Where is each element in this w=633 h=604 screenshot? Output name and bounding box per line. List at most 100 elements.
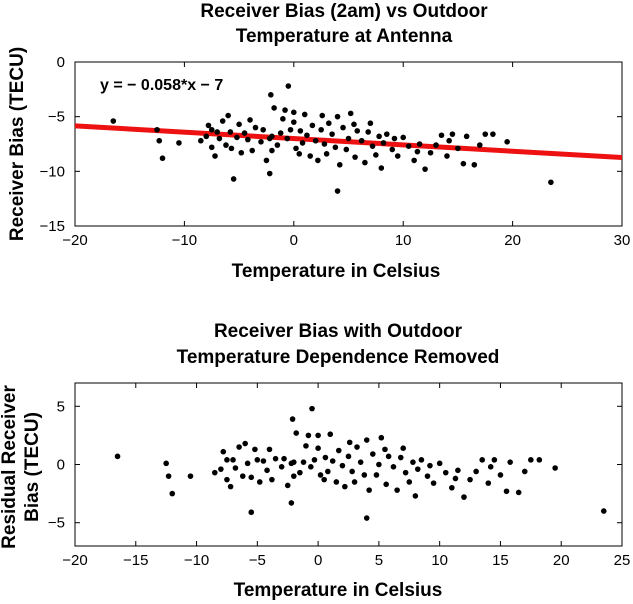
data-point xyxy=(411,157,417,164)
data-point xyxy=(315,445,321,452)
data-point xyxy=(363,515,370,521)
data-point xyxy=(304,132,310,139)
data-point xyxy=(242,440,248,447)
data-point xyxy=(163,460,169,467)
chart-top-ticks: −20 −10 0 10 20 30 −15 −10 −5 0 xyxy=(40,54,631,249)
data-point xyxy=(266,446,273,453)
data-point xyxy=(383,131,390,137)
data-point xyxy=(467,476,473,483)
data-point xyxy=(319,112,326,119)
data-point xyxy=(349,468,355,475)
chart-top-equation-annotation: y = − 0.058*x − 7 xyxy=(100,77,223,94)
data-point xyxy=(347,110,354,117)
data-point xyxy=(436,460,443,467)
chart-top: Receiver Bias (2am) vs Outdoor Temperatu… xyxy=(7,1,630,282)
data-point xyxy=(225,112,231,119)
data-point xyxy=(390,464,397,470)
data-point xyxy=(291,109,297,116)
data-point xyxy=(327,431,334,438)
data-point xyxy=(346,439,353,446)
data-point xyxy=(296,151,303,157)
data-point xyxy=(369,143,376,149)
data-point xyxy=(422,166,428,172)
chart-bottom-title-line-1: Receiver Bias with Outdoor xyxy=(214,321,463,342)
data-point xyxy=(410,459,416,465)
data-point xyxy=(373,472,380,478)
data-point xyxy=(248,474,255,481)
data-point xyxy=(301,111,308,118)
data-point xyxy=(236,444,242,450)
data-point xyxy=(362,159,368,166)
data-point xyxy=(323,151,330,157)
data-point xyxy=(263,157,270,164)
data-point xyxy=(264,467,270,474)
data-point xyxy=(110,118,117,124)
data-point xyxy=(211,469,218,476)
data-point xyxy=(156,137,163,144)
data-point xyxy=(268,92,274,98)
data-point xyxy=(427,462,433,469)
y-tick-label: 5 xyxy=(57,398,65,415)
data-point xyxy=(311,457,318,463)
data-point xyxy=(291,459,297,465)
data-point xyxy=(212,153,218,159)
data-point xyxy=(269,133,275,140)
data-point xyxy=(220,448,227,455)
data-point xyxy=(334,113,341,120)
chart-bottom-ticks: −20 −15 −10 −5 0 5 10 15 20 25 −5 0 5 xyxy=(48,383,630,569)
data-point xyxy=(234,134,240,141)
data-point xyxy=(169,490,176,497)
data-point xyxy=(269,476,275,483)
data-point xyxy=(325,468,331,475)
data-point xyxy=(455,467,461,474)
data-point xyxy=(291,473,297,479)
data-point xyxy=(528,457,534,463)
chart-bottom-points xyxy=(114,405,607,521)
data-point xyxy=(305,432,312,439)
x-tick-label: −10 xyxy=(172,232,197,249)
x-tick-label: 10 xyxy=(431,552,448,569)
data-point xyxy=(400,445,407,452)
data-point xyxy=(114,453,121,460)
data-point xyxy=(332,144,339,151)
x-tick-label: −20 xyxy=(62,552,87,569)
x-tick-label: 15 xyxy=(492,552,509,569)
data-point xyxy=(490,131,496,137)
data-point xyxy=(317,472,324,478)
data-point xyxy=(340,124,346,131)
data-point xyxy=(405,143,412,149)
data-point xyxy=(309,405,315,412)
data-point xyxy=(394,487,400,493)
data-point xyxy=(300,459,307,465)
x-tick-label: −5 xyxy=(249,552,266,569)
data-point xyxy=(354,444,360,450)
data-point xyxy=(418,457,425,463)
chart-top-fit-line-group xyxy=(74,123,623,161)
chart-top-x-axis-label: Temperature in Celsius xyxy=(232,261,441,282)
data-point xyxy=(244,460,251,467)
data-point xyxy=(342,483,348,490)
data-point xyxy=(216,135,223,142)
data-point xyxy=(232,465,239,471)
data-point xyxy=(333,479,340,485)
data-point xyxy=(293,145,299,152)
chart-top-plot-area xyxy=(74,61,623,227)
data-point xyxy=(236,121,242,128)
data-point xyxy=(289,416,296,422)
data-point xyxy=(224,476,230,483)
x-tick-label: 0 xyxy=(290,232,298,249)
data-point xyxy=(424,473,431,479)
data-point xyxy=(322,454,329,461)
x-tick-label: −20 xyxy=(62,232,87,249)
data-point xyxy=(208,144,215,151)
data-point xyxy=(446,137,452,144)
data-point xyxy=(449,131,456,137)
data-point xyxy=(227,483,234,490)
data-point xyxy=(154,126,160,133)
data-point xyxy=(503,488,510,495)
data-point xyxy=(280,116,286,122)
y-tick-label: 0 xyxy=(57,457,65,474)
data-point xyxy=(271,105,277,111)
data-point xyxy=(288,500,295,506)
y-tick-label: −5 xyxy=(48,515,65,532)
